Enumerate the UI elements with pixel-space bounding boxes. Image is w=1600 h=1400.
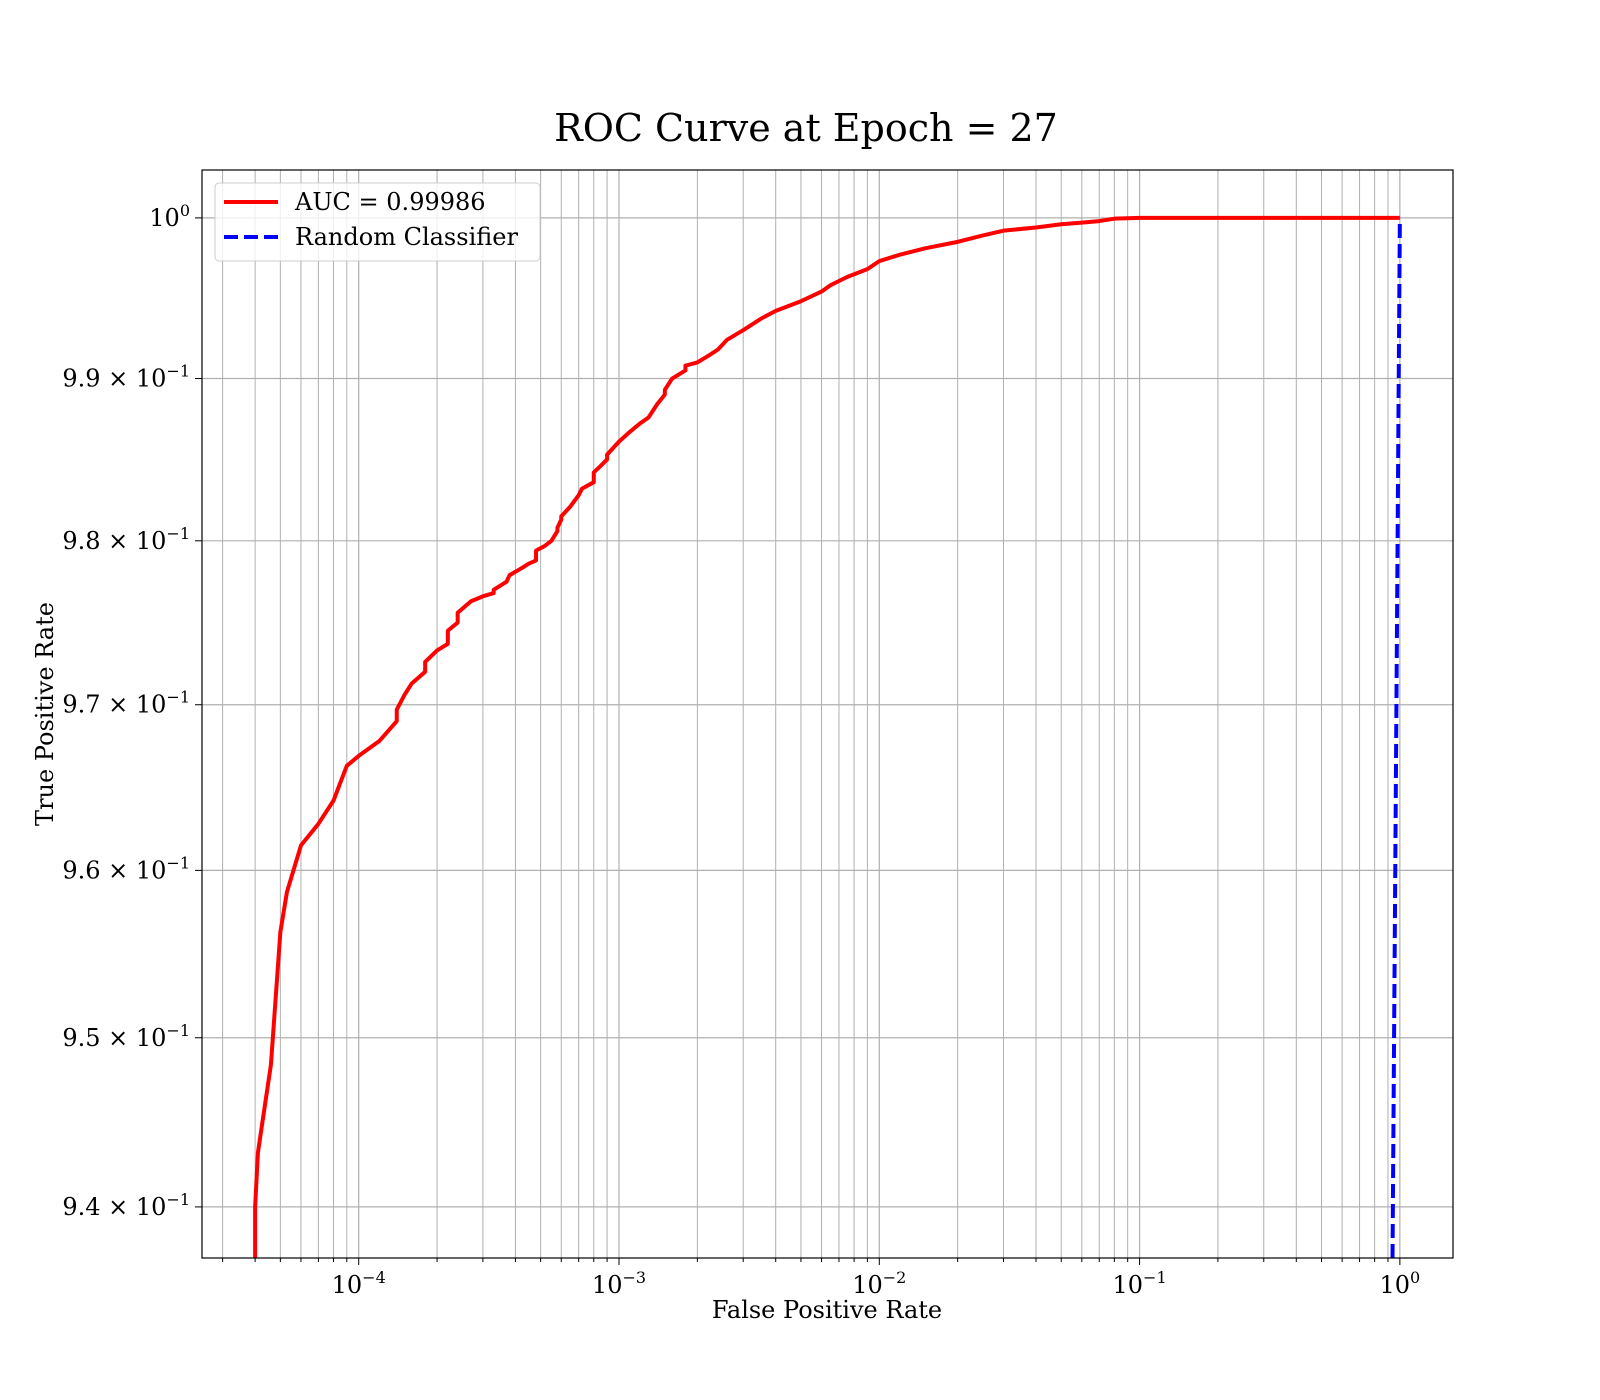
x-tick-label: 100 bbox=[1380, 1268, 1421, 1299]
legend-box bbox=[214, 182, 541, 262]
chart-title: ROC Curve at Epoch = 27 bbox=[554, 106, 1058, 150]
grid-lines bbox=[202, 170, 1453, 1258]
roc-curve-line bbox=[253, 215, 1400, 1258]
y-axis-label: True Positive Rate bbox=[31, 602, 59, 826]
y-tick-label: 9.5 × 10−1 bbox=[62, 1021, 190, 1052]
x-tick-label: 10−1 bbox=[1113, 1268, 1167, 1299]
series-lines bbox=[253, 215, 1402, 1259]
y-tick-label: 100 bbox=[149, 201, 190, 232]
y-tick-label: 9.8 × 10−1 bbox=[62, 524, 190, 555]
legend: AUC = 0.99986 Random Classifier bbox=[214, 182, 541, 262]
plot-frame bbox=[201, 169, 1454, 1259]
x-axis-label: False Positive Rate bbox=[712, 1296, 942, 1324]
random-classifier-line bbox=[1390, 217, 1402, 1259]
x-tick-label: 10−3 bbox=[592, 1268, 646, 1299]
axis-ticks: 100 9.9 × 10−1 9.8 × 10−1 9.7 × 10−1 9.6 × 1… bbox=[62, 201, 1420, 1299]
y-tick-label: 9.7 × 10−1 bbox=[62, 688, 190, 719]
y-tick-label: 9.4 × 10−1 bbox=[62, 1190, 190, 1221]
x-tick-label: 10−4 bbox=[332, 1268, 386, 1299]
y-tick-label: 9.9 × 10−1 bbox=[62, 362, 190, 393]
x-tick-label: 10−2 bbox=[852, 1268, 906, 1299]
legend-label-auc: AUC = 0.99986 bbox=[294, 188, 486, 216]
legend-label-random: Random Classifier bbox=[295, 223, 518, 251]
y-tick-label: 9.6 × 10−1 bbox=[62, 853, 190, 884]
